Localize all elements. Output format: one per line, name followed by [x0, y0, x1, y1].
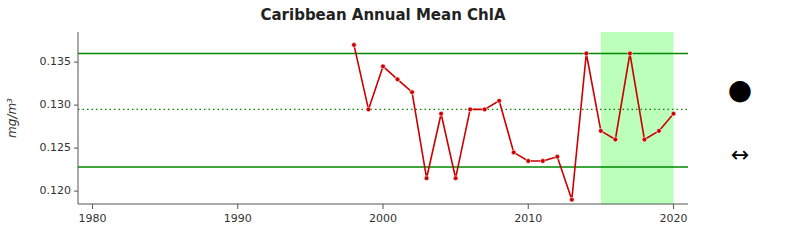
marker [352, 43, 357, 48]
chart: 0.120 0.125 0.130 0.135 1980 1990 2000 2010 2020… [0, 0, 800, 240]
y-axis-label: mg/m³ [5, 98, 19, 138]
x-tick [528, 204, 529, 209]
marker [642, 137, 647, 142]
series-line [354, 45, 674, 200]
x-tick-label: 2000 [369, 212, 397, 225]
marker [468, 107, 473, 112]
marker [439, 111, 444, 116]
reference-line [78, 166, 688, 168]
y-tick [74, 62, 78, 63]
marker [613, 137, 618, 142]
y-tick [74, 148, 78, 149]
axes: 0.120 0.125 0.130 0.135 1980 1990 2000 2010 2020 [40, 32, 689, 225]
y-tick-label: 0.135 [40, 55, 72, 68]
marker [584, 51, 589, 56]
marker [366, 107, 371, 112]
x-tick [383, 204, 384, 209]
marker [598, 129, 603, 134]
x-tick-label: 1990 [224, 212, 252, 225]
y-axis-line [78, 32, 79, 204]
x-tick [237, 204, 238, 209]
marker [628, 51, 633, 56]
marker [381, 64, 386, 69]
marker [410, 90, 415, 95]
marker [453, 176, 458, 181]
plot-area [78, 32, 688, 204]
marker [569, 197, 574, 202]
marker [482, 107, 487, 112]
x-tick [673, 204, 674, 209]
marker [657, 129, 662, 134]
shade [601, 32, 674, 204]
annotation-icon: ● [728, 73, 752, 106]
marker [395, 77, 400, 82]
marker [671, 111, 676, 116]
annotation-icon: ↔ [731, 142, 749, 167]
x-tick [92, 204, 93, 209]
marker [526, 159, 531, 164]
y-tick [74, 105, 78, 106]
y-tick-label: 0.130 [40, 98, 72, 111]
marker [497, 98, 502, 103]
marker [555, 154, 560, 159]
y-tick-label: 0.120 [40, 184, 72, 197]
marker [540, 159, 545, 164]
reference-line [78, 53, 688, 55]
x-tick-label: 1980 [79, 212, 107, 225]
y-tick [74, 191, 78, 192]
marker [424, 176, 429, 181]
marker [511, 150, 516, 155]
x-tick-label: 2020 [659, 212, 687, 225]
title: Caribbean Annual Mean ChlA [260, 6, 505, 24]
y-tick-label: 0.125 [40, 141, 72, 154]
x-tick-label: 2010 [514, 212, 542, 225]
